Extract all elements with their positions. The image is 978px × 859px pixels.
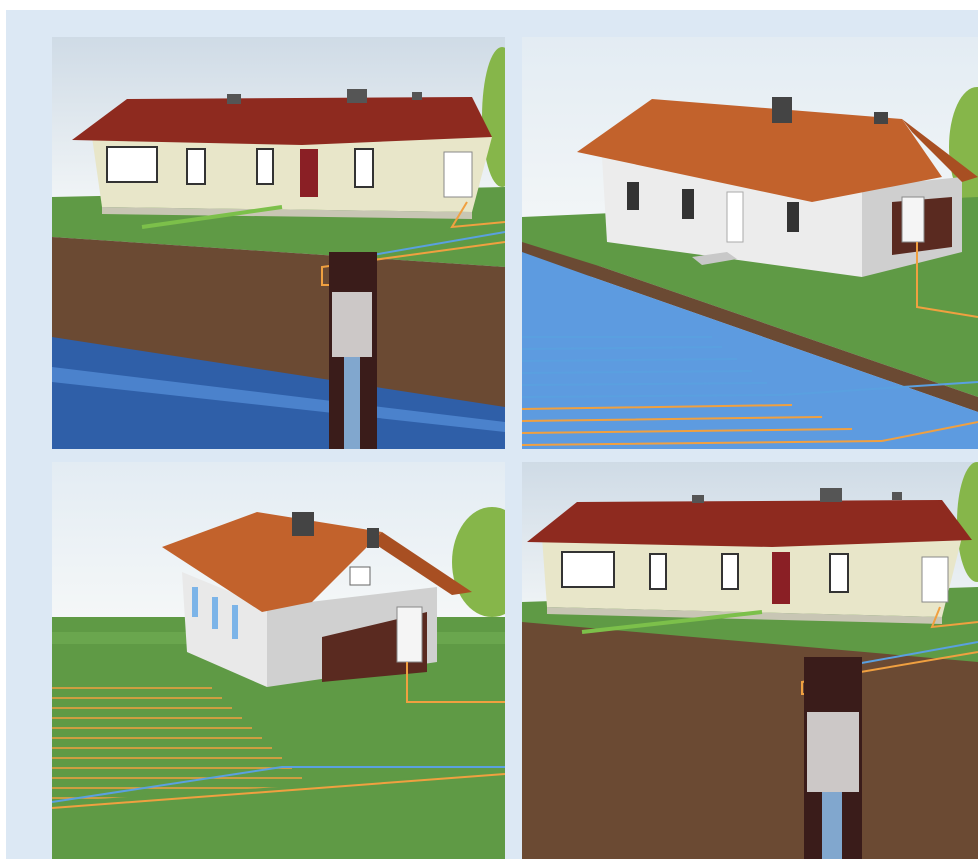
soil-section bbox=[522, 622, 978, 859]
panel-borehole-bedrock bbox=[522, 462, 978, 859]
house bbox=[162, 512, 472, 687]
borehole-collector bbox=[332, 292, 372, 357]
lake bbox=[522, 252, 978, 449]
panel-lake-collector bbox=[522, 37, 978, 449]
borehole-collector bbox=[807, 712, 859, 792]
borehole-bedrock-illustration bbox=[522, 462, 978, 859]
panel-ground-collector bbox=[52, 462, 505, 859]
ground-collector-illustration bbox=[52, 462, 505, 859]
tree bbox=[957, 462, 978, 582]
borehole-groundwater-illustration bbox=[52, 37, 505, 449]
house bbox=[577, 97, 978, 277]
ground-coil bbox=[52, 687, 322, 799]
lake-coil bbox=[522, 336, 783, 398]
house bbox=[527, 488, 972, 624]
house bbox=[72, 89, 492, 219]
panel-borehole-groundwater bbox=[52, 37, 505, 449]
groundwater bbox=[52, 337, 505, 449]
lake-collector-illustration bbox=[522, 37, 978, 449]
